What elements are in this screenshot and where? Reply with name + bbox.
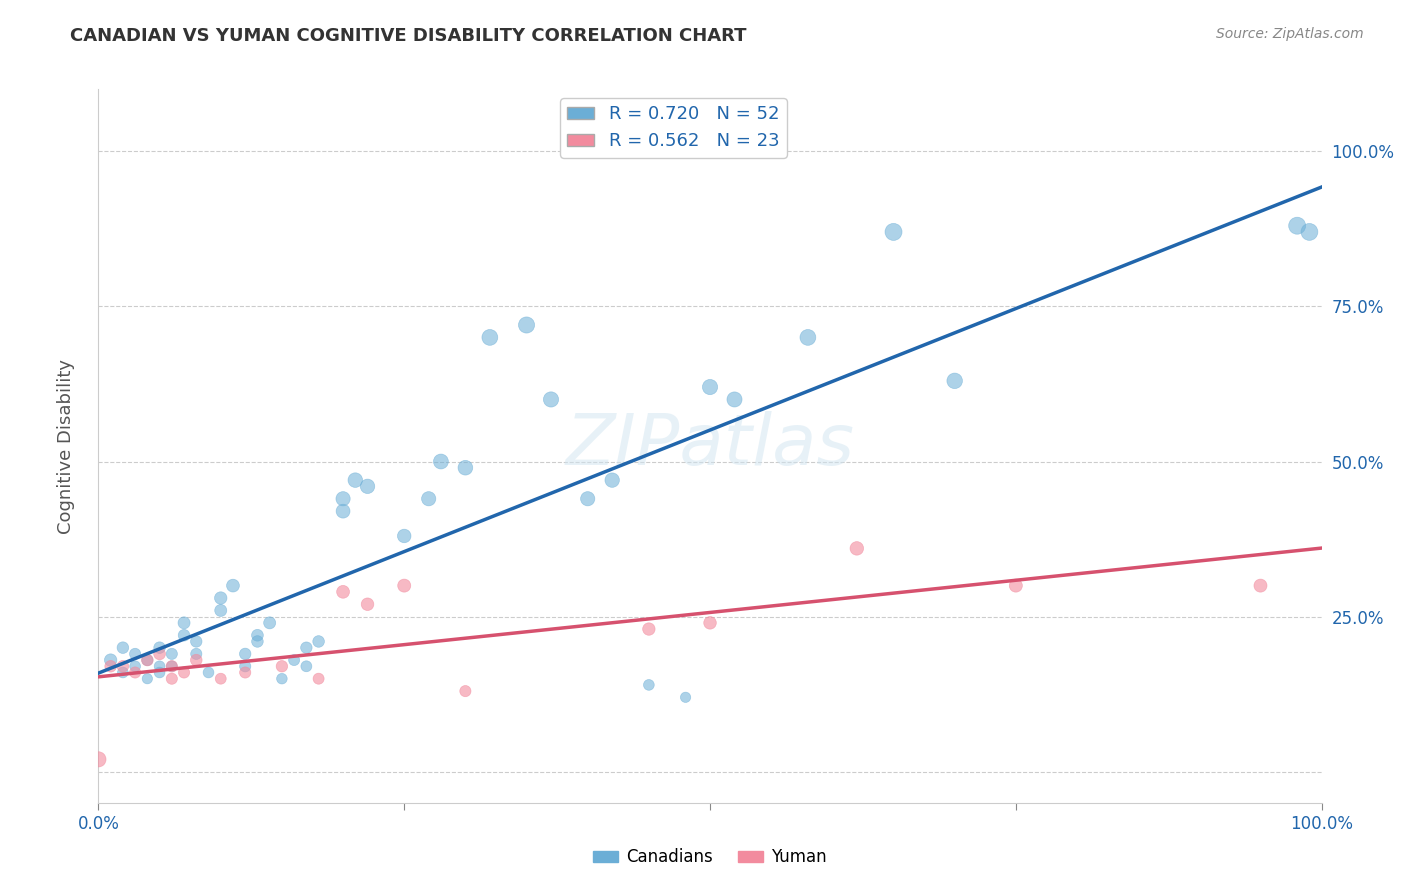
Point <box>344 473 367 487</box>
Point <box>332 504 354 518</box>
Point <box>515 318 537 332</box>
Text: Source: ZipAtlas.com: Source: ZipAtlas.com <box>1216 27 1364 41</box>
Point <box>222 579 245 593</box>
Text: CANADIAN VS YUMAN COGNITIVE DISABILITY CORRELATION CHART: CANADIAN VS YUMAN COGNITIVE DISABILITY C… <box>70 27 747 45</box>
Point <box>111 659 134 673</box>
Point <box>136 653 159 667</box>
Y-axis label: Cognitive Disability: Cognitive Disability <box>56 359 75 533</box>
Point <box>332 491 354 506</box>
Point <box>699 615 721 630</box>
Point <box>308 672 330 686</box>
Point <box>136 672 159 686</box>
Point <box>270 672 294 686</box>
Point <box>197 665 219 680</box>
Point <box>295 640 318 655</box>
Point <box>540 392 562 407</box>
Point <box>332 584 354 599</box>
Point <box>136 653 159 667</box>
Point <box>186 653 208 667</box>
Point <box>186 647 208 661</box>
Point <box>723 392 745 407</box>
Point <box>124 665 146 680</box>
Point <box>124 647 146 661</box>
Point <box>111 640 134 655</box>
Point <box>699 380 721 394</box>
Point <box>209 672 232 686</box>
Point <box>233 659 256 673</box>
Point <box>1286 219 1309 233</box>
Point <box>295 659 318 673</box>
Point <box>246 634 269 648</box>
Point <box>160 659 183 673</box>
Point <box>173 628 195 642</box>
Legend: Canadians, Yuman: Canadians, Yuman <box>586 842 834 873</box>
Point <box>943 374 966 388</box>
Point <box>356 479 378 493</box>
Point <box>209 591 232 605</box>
Point <box>160 672 183 686</box>
Point <box>111 665 134 680</box>
Point <box>149 659 172 673</box>
Point <box>1004 579 1026 593</box>
Point <box>209 603 232 617</box>
Point <box>356 597 378 611</box>
Point <box>233 647 256 661</box>
Point <box>149 647 172 661</box>
Text: ZIPatlas: ZIPatlas <box>565 411 855 481</box>
Point <box>246 628 269 642</box>
Point <box>259 615 281 630</box>
Point <box>418 491 440 506</box>
Point <box>186 634 208 648</box>
Point <box>454 684 477 698</box>
Point <box>797 330 820 344</box>
Point <box>87 752 110 766</box>
Point <box>430 454 453 468</box>
Point <box>638 678 661 692</box>
Point <box>845 541 868 556</box>
Point <box>124 659 146 673</box>
Point <box>478 330 501 344</box>
Point <box>149 665 172 680</box>
Point <box>173 665 195 680</box>
Point <box>638 622 661 636</box>
Point <box>454 460 477 475</box>
Point <box>160 647 183 661</box>
Point <box>173 615 195 630</box>
Point <box>233 665 256 680</box>
Point <box>270 659 294 673</box>
Point <box>576 491 599 506</box>
Point <box>600 473 623 487</box>
Point <box>392 579 416 593</box>
Point <box>883 225 905 239</box>
Point <box>392 529 416 543</box>
Point <box>1298 225 1320 239</box>
Point <box>675 690 697 705</box>
Point <box>100 659 122 673</box>
Point <box>160 659 183 673</box>
Point <box>149 640 172 655</box>
Point <box>100 653 122 667</box>
Point <box>283 653 305 667</box>
Point <box>308 634 330 648</box>
Point <box>1249 579 1271 593</box>
